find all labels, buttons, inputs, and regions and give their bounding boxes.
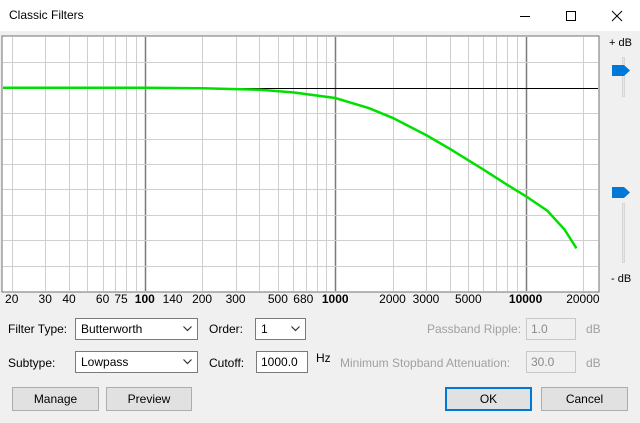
x-tick-label: 60: [96, 292, 110, 306]
frequency-axis: 20 30 40 60 75 100 140 200 300 500 680 1000 2000 3000…: [5, 292, 600, 306]
db-min-label: - dB: [611, 273, 632, 285]
subtype-label: Subtype:: [8, 356, 56, 370]
order-value: 1: [261, 322, 268, 336]
response-graph: 20 30 40 60 75 100 140 200 300 500 680 1000 2000 3000…: [1, 35, 600, 306]
x-tick-label: 500: [268, 292, 288, 306]
stopband-attenuation-unit: dB: [586, 356, 601, 370]
cutoff-unit: Hz: [316, 351, 331, 365]
x-tick-label: 3000: [413, 292, 440, 306]
x-tick-label: 100: [135, 292, 155, 306]
x-tick-label: 20: [5, 292, 19, 306]
filter-type-label: Filter Type:: [8, 322, 68, 336]
ok-button[interactable]: OK: [445, 387, 532, 411]
db-max-slider-thumb[interactable]: [612, 65, 630, 76]
x-tick-label: 200: [192, 292, 212, 306]
order-select[interactable]: 1: [255, 318, 306, 340]
x-tick-label: 680: [293, 292, 313, 306]
cutoff-label: Cutoff:: [209, 356, 245, 370]
order-label: Order:: [209, 322, 244, 336]
x-tick-label: 5000: [455, 292, 482, 306]
chevron-down-icon: [183, 326, 192, 332]
response-curve: [3, 86, 578, 249]
passband-ripple-field[interactable]: 1.0: [526, 318, 576, 340]
db-min-slider-thumb[interactable]: [612, 187, 630, 198]
x-tick-label: 1000: [322, 292, 349, 306]
response-line: [3, 86, 578, 249]
preview-button[interactable]: Preview: [106, 387, 192, 411]
x-tick-label: 2000: [379, 292, 406, 306]
x-tick-label: 20000: [566, 292, 600, 306]
db-max-label: + dB: [609, 37, 632, 49]
db-max-slider-track[interactable]: [622, 57, 625, 97]
passband-ripple-unit: dB: [586, 322, 601, 336]
passband-ripple-label: Passband Ripple:: [427, 322, 522, 336]
x-tick-label: 30: [39, 292, 53, 306]
x-tick-label: 300: [226, 292, 246, 306]
cancel-button[interactable]: Cancel: [541, 387, 628, 411]
filter-type-select[interactable]: Butterworth: [75, 318, 198, 340]
frequency-response-plot: 20 30 40 60 75 100 140 200 300 500 680 1000 2000 3000…: [0, 33, 640, 313]
filter-type-value: Butterworth: [81, 322, 143, 336]
subtype-select[interactable]: Lowpass: [75, 351, 198, 373]
chevron-down-icon: [183, 359, 192, 365]
cutoff-field[interactable]: 1000.0: [256, 351, 308, 373]
x-tick-label: 10000: [509, 292, 543, 306]
stopband-attenuation-field[interactable]: 30.0: [526, 351, 576, 373]
chevron-down-icon: [291, 326, 300, 332]
minimize-icon: [520, 15, 530, 17]
window-title: Classic Filters: [9, 8, 84, 22]
graph-grid: [3, 37, 598, 291]
maximize-icon: [566, 10, 576, 21]
x-tick-label: 75: [114, 292, 128, 306]
db-min-slider-track[interactable]: [622, 203, 625, 263]
manage-button[interactable]: Manage: [12, 387, 99, 411]
x-tick-label: 140: [163, 292, 183, 306]
close-button[interactable]: [594, 0, 640, 31]
maximize-button[interactable]: [548, 0, 594, 31]
close-icon: [611, 10, 623, 21]
stopband-attenuation-label: Minimum Stopband Attenuation:: [340, 356, 511, 370]
title-bar: Classic Filters: [0, 0, 640, 31]
subtype-value: Lowpass: [81, 355, 129, 369]
x-tick-label: 40: [62, 292, 76, 306]
minimize-button[interactable]: [502, 0, 548, 31]
